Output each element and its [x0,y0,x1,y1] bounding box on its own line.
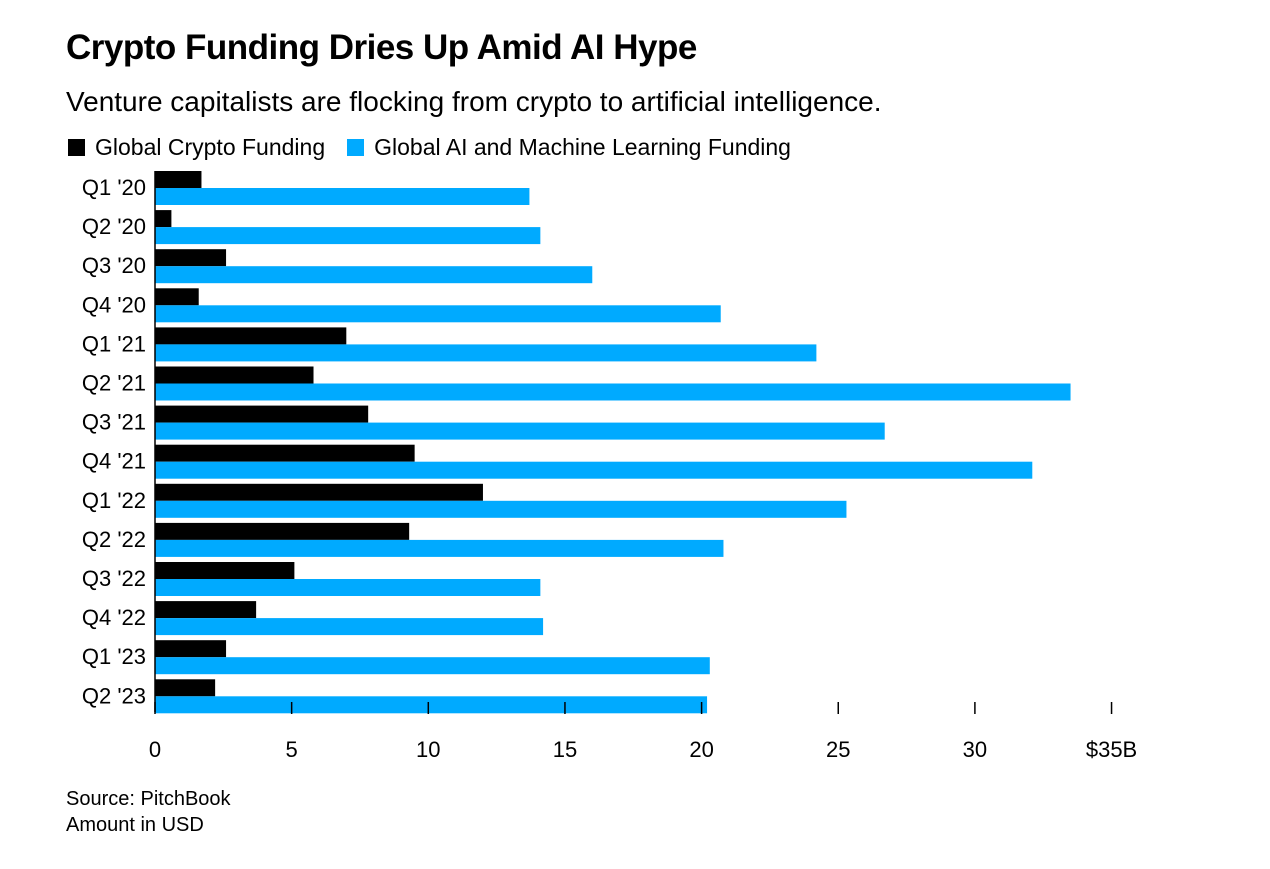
bar-ai-1 [155,227,541,245]
y-tick-label-13: Q2 '23 [82,683,146,708]
y-tick-label-4: Q1 '21 [82,331,146,356]
legend-item-crypto: Global Crypto Funding [68,134,325,161]
y-tick-label-11: Q4 '22 [82,605,146,630]
x-tick-label-0: 0 [149,737,161,762]
x-tick-label-1: 5 [286,737,298,762]
bar-ai-5 [155,383,1071,401]
bar-crypto-5 [155,366,314,384]
bar-crypto-0 [155,171,202,188]
bar-ai-8 [155,500,847,518]
bar-crypto-6 [155,405,369,423]
bar-ai-0 [155,188,530,205]
y-tick-label-7: Q4 '21 [82,449,146,474]
bar-crypto-9 [155,522,410,540]
bar-ai-10 [155,579,541,596]
bar-crypto-1 [155,210,172,228]
x-tick-label-7: $35B [1086,737,1137,762]
y-tick-label-10: Q3 '22 [82,566,146,591]
legend: Global Crypto Funding Global AI and Mach… [68,134,813,161]
y-tick-label-0: Q1 '20 [82,175,146,200]
bar-ai-12 [155,657,710,675]
bar-ai-13 [155,696,708,714]
bar-crypto-10 [155,562,295,579]
bar-ai-3 [155,305,721,323]
y-tick-label-2: Q3 '20 [82,253,146,278]
legend-swatch-ai [347,139,365,156]
bar-ai-6 [155,422,885,440]
unit-note: Amount in USD [66,814,204,836]
y-tick-label-6: Q3 '21 [82,410,146,435]
legend-label-ai: Global AI and Machine Learning Funding [374,134,791,160]
source-note: Source: PitchBook [66,788,231,810]
bar-ai-4 [155,344,817,362]
chart-subtitle: Venture capitalists are flocking from cr… [66,86,882,117]
bar-crypto-2 [155,249,227,267]
bar-ai-7 [155,461,1033,479]
y-tick-label-9: Q2 '22 [82,527,146,552]
x-tick-label-2: 10 [416,737,440,762]
x-tick-label-4: 20 [689,737,713,762]
x-tick-label-6: 30 [963,737,987,762]
y-tick-label-3: Q4 '20 [82,292,146,317]
bar-ai-2 [155,266,593,284]
y-tick-label-8: Q1 '22 [82,488,146,513]
legend-label-crypto: Global Crypto Funding [95,134,326,160]
bar-crypto-3 [155,288,199,306]
bar-crypto-13 [155,679,216,697]
bar-crypto-12 [155,640,227,658]
legend-swatch-crypto [68,139,85,156]
legend-item-ai: Global AI and Machine Learning Funding [347,134,791,161]
bar-crypto-8 [155,483,483,501]
chart-title: Crypto Funding Dries Up Amid AI Hype [66,28,697,67]
bar-crypto-11 [155,601,257,619]
bar-chart: Q1 '20 Q2 '20 Q3 '20 Q4 '20 Q1 '21 Q2 '21 Q3 '… [82,171,1137,762]
bar-ai-9 [155,539,724,557]
y-tick-label-12: Q1 '23 [82,644,146,669]
y-tick-label-1: Q2 '20 [82,214,146,239]
bar-crypto-4 [155,327,347,345]
y-tick-label-5: Q2 '21 [82,371,146,396]
x-tick-label-3: 15 [553,737,577,762]
bar-ai-11 [155,618,544,636]
x-tick-label-5: 25 [826,737,850,762]
bar-crypto-7 [155,444,415,462]
